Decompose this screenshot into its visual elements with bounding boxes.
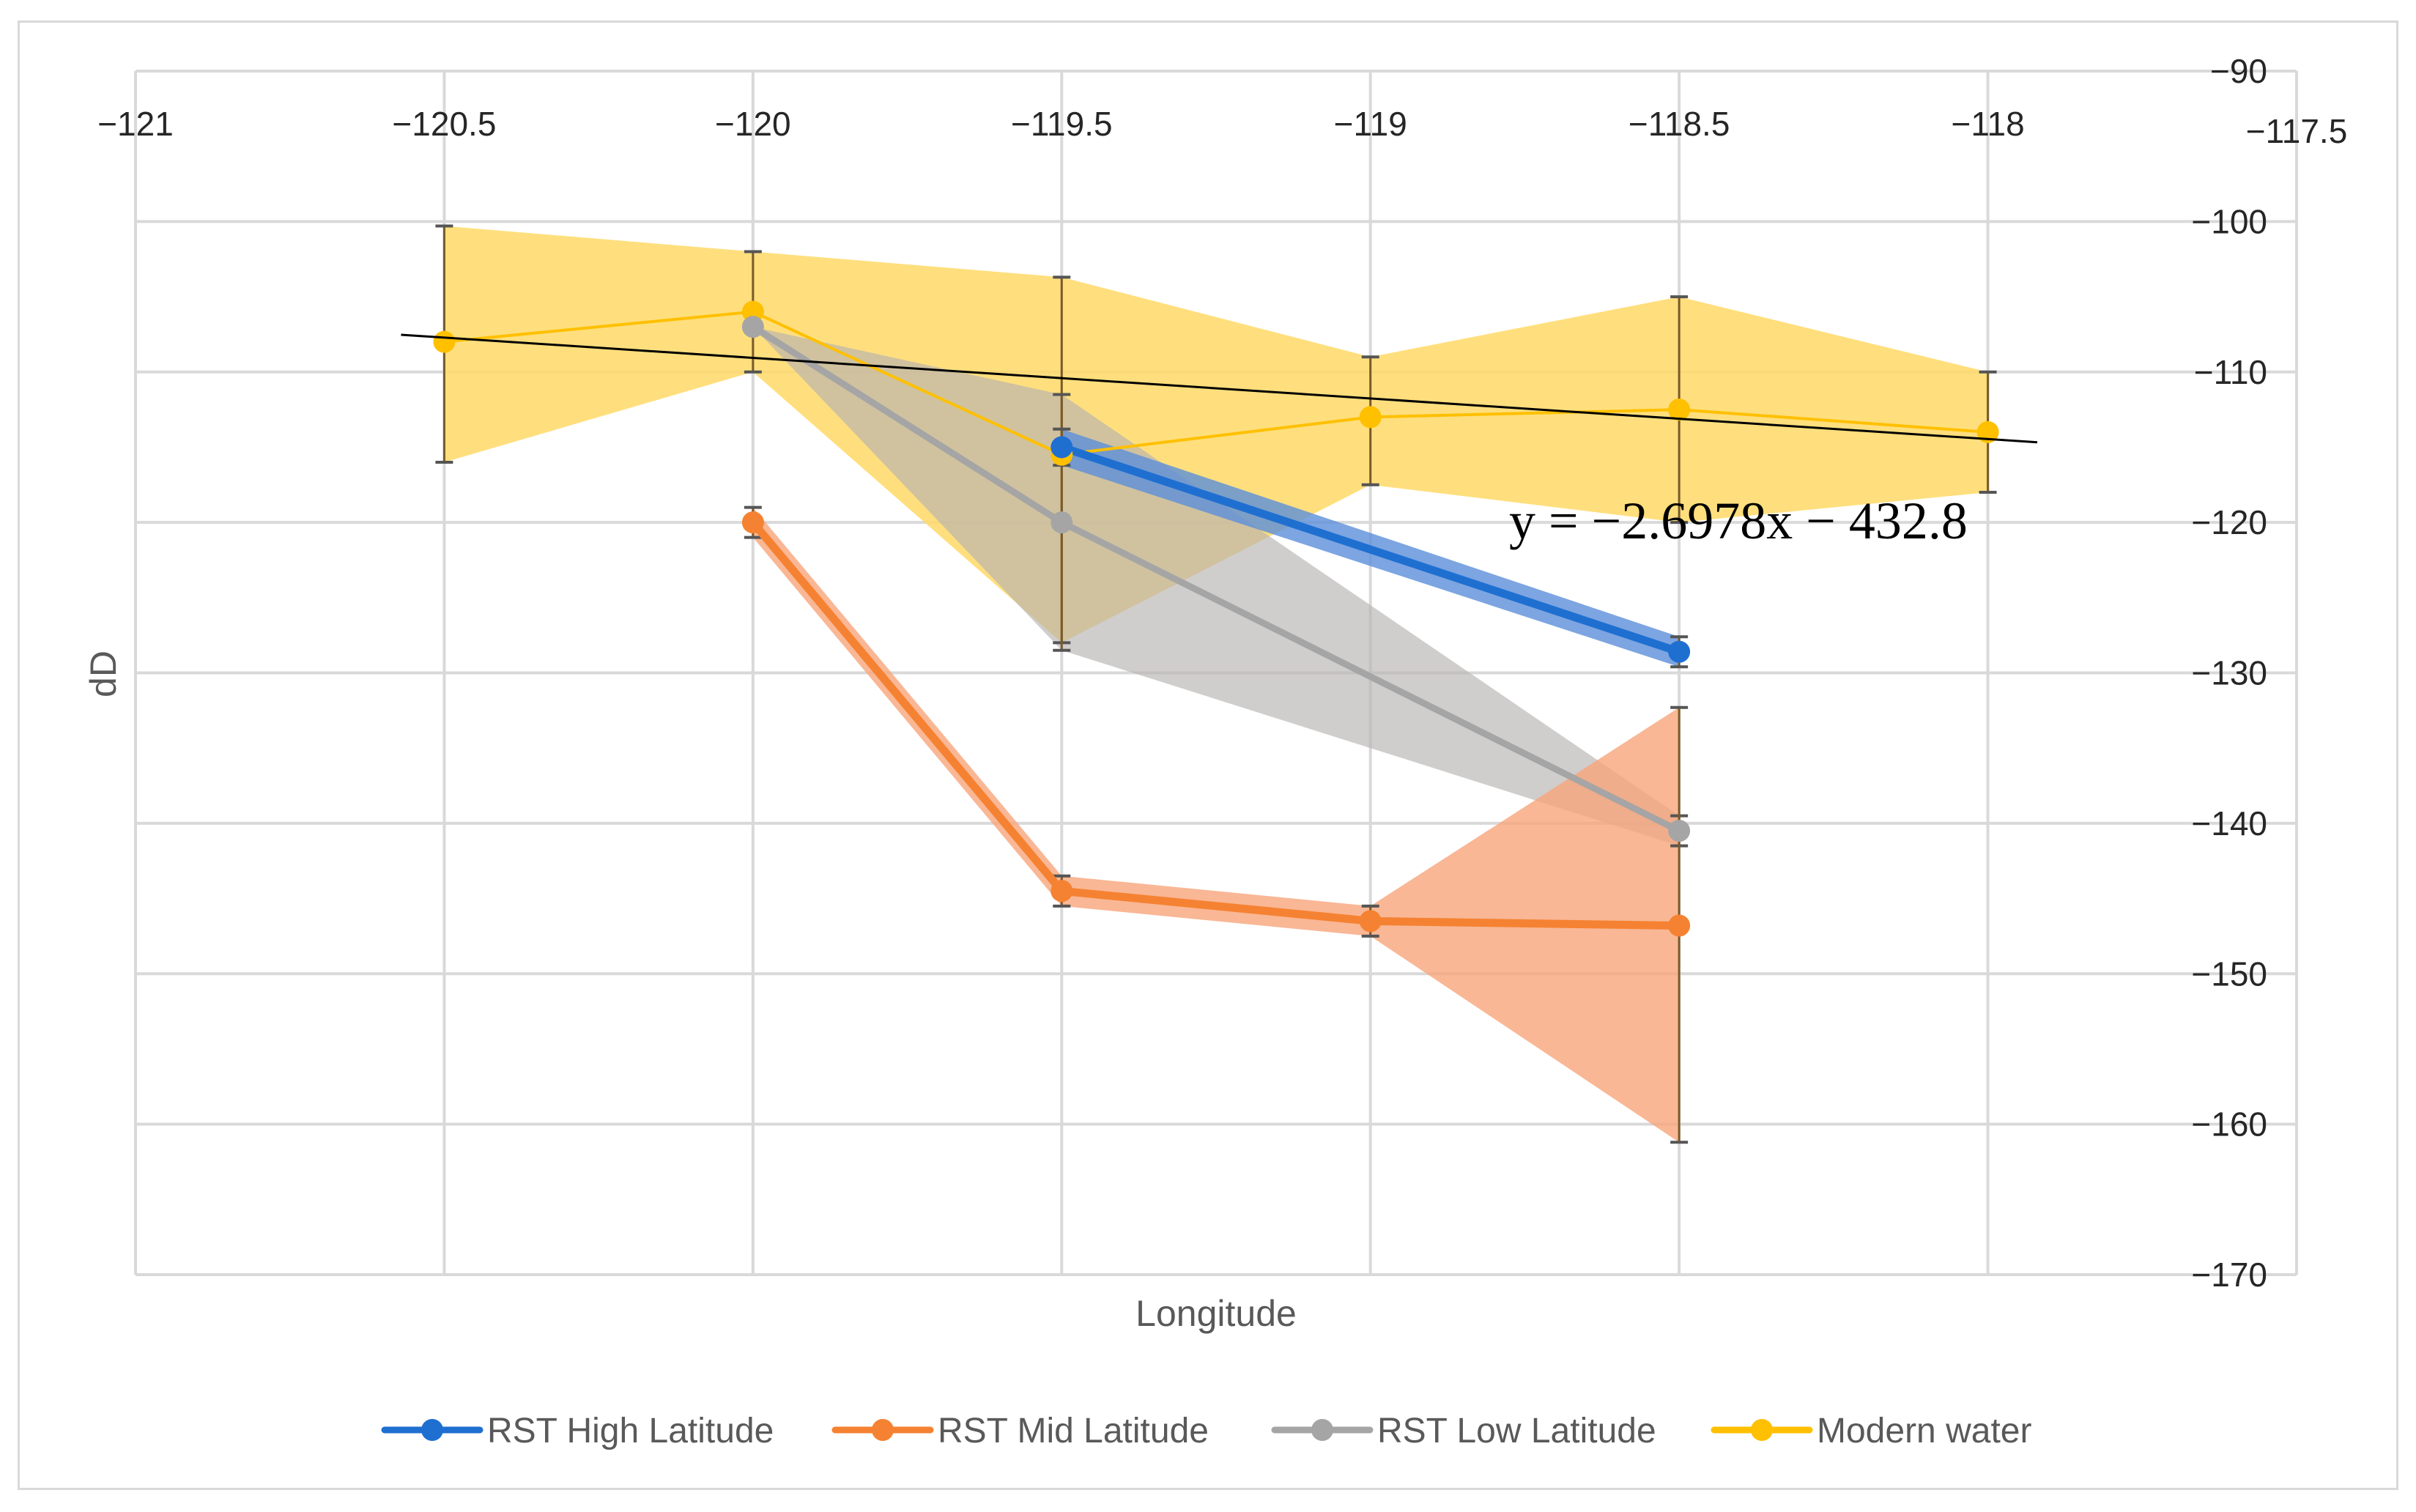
x-tick-labels: −121 −120.5 −120 −119.5 −119 −118.5 −118 −117.5 (97, 105, 2347, 150)
y-tick-label: −110 (2194, 353, 2267, 391)
y-tick-label: −120 (2191, 503, 2267, 541)
trendline (401, 333, 2038, 444)
modern-water-point (433, 330, 456, 353)
legend-swatch-marker (421, 1419, 443, 1441)
x-tick-label: −118.5 (1628, 105, 1730, 143)
legend-item-rst-low-latitude: RST Low Latitude (1271, 1412, 1656, 1450)
rst-low-latitude-point (1050, 511, 1073, 534)
y-axis-title: dD (83, 651, 124, 697)
legend-swatch-marker (1751, 1419, 1773, 1441)
legend-item-modern-water: Modern water (1711, 1412, 2031, 1450)
y-tick-label: −90 (2210, 52, 2267, 90)
x-tick-label: −118 (1951, 105, 2024, 143)
x-tick-label: −120.5 (392, 105, 496, 143)
rst-low-latitude-point (741, 316, 764, 338)
trend-layer (401, 333, 2038, 444)
legend-label: RST Mid Latitude (938, 1412, 1209, 1450)
grid-layer (134, 70, 2298, 1276)
modern-water-point (741, 300, 764, 323)
y-tick-label: −170 (2191, 1256, 2267, 1294)
legend-item-rst-high-latitude: RST High Latitude (381, 1412, 774, 1450)
legend-item-rst-mid-latitude: RST Mid Latitude (831, 1412, 1209, 1450)
marker-layer (433, 300, 1999, 937)
x-axis-title: Longitude (1135, 1293, 1297, 1334)
band-layer (444, 226, 1988, 1143)
modern-water-point (1359, 406, 1382, 429)
rst-mid-latitude-point (1668, 914, 1691, 937)
y-tick-label: −130 (2191, 654, 2267, 692)
rst-high-latitude-point (1050, 436, 1073, 459)
y-tick-label: −160 (2191, 1105, 2267, 1144)
legend-label: RST High Latitude (487, 1412, 774, 1450)
rst-mid-latitude-point (1050, 880, 1073, 903)
trendline-equation: y = −2.6978x − 432.8 (1509, 492, 1968, 550)
legend-swatch-marker (1311, 1419, 1333, 1441)
x-tick-label: −121 (97, 105, 174, 143)
rst-low-latitude-point (1668, 820, 1691, 842)
legend-swatch-marker (872, 1419, 894, 1441)
rst-mid-latitude-point (1359, 910, 1382, 933)
x-tick-label: −117.5 (2246, 112, 2348, 150)
modern-water-point (1668, 399, 1691, 421)
chart-frame (18, 21, 2398, 1490)
rst-high-latitude-line (1057, 442, 1683, 656)
x-tick-label: −120 (715, 105, 791, 143)
rst-mid-latitude-point (741, 511, 764, 534)
modern-water-line (442, 310, 1990, 456)
legend: RST High Latitude RST Mid Latitude RST Low… (381, 1412, 2031, 1450)
legend-label: RST Low Latitude (1377, 1412, 1656, 1450)
rst-high-latitude-point (1668, 640, 1691, 663)
modern-water-confidence-band (444, 226, 1988, 643)
rst-mid-latitude-confidence-band (752, 507, 1680, 1143)
y-tick-label: −150 (2191, 955, 2267, 993)
rst-mid-latitude-line (749, 518, 1683, 930)
x-tick-label: −119.5 (1011, 105, 1113, 143)
legend-label: Modern water (1817, 1412, 2031, 1450)
y-tick-label: −100 (2191, 202, 2267, 240)
x-tick-label: −119 (1334, 105, 1407, 143)
y-tick-label: −140 (2191, 804, 2267, 842)
y-tick-labels: −90 −100 −110 −120 −130 −140 −150 −160 −170 (2191, 52, 2267, 1294)
